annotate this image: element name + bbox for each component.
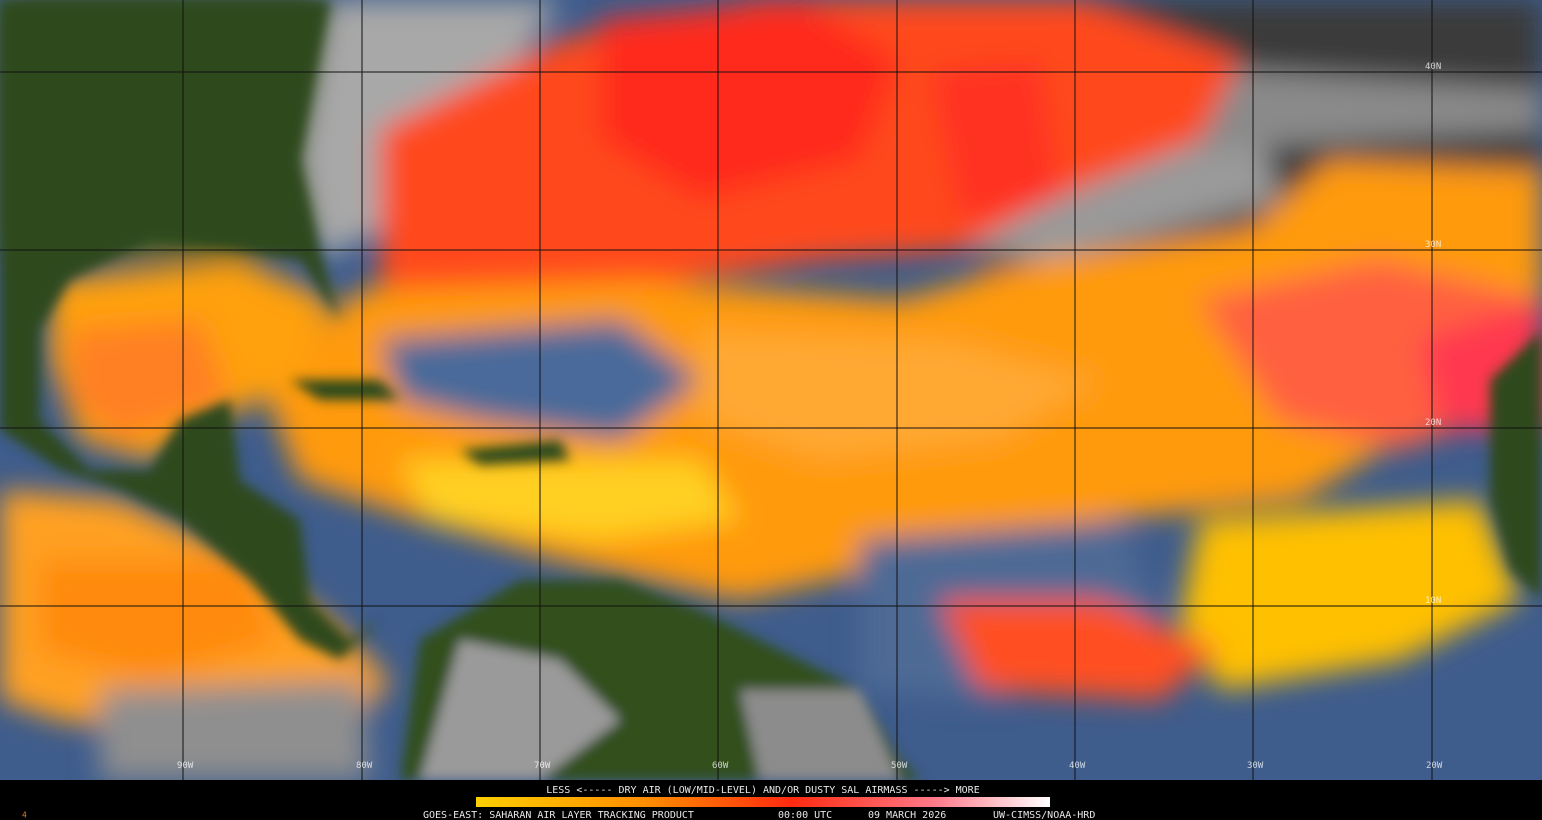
frame-number: 4 [22,811,27,820]
longitude-label: 70W [534,761,551,771]
date: 09 MARCH 2026 [868,810,946,820]
longitude-label: 60W [712,761,729,771]
latitude-label: 40N [1425,62,1441,72]
latitude-label: 30N [1425,240,1441,250]
land [0,0,1542,780]
legend-caption: LESS <----- DRY AIR (LOW/MID-LEVEL) AND/… [546,785,979,796]
legend-color-scale [476,797,1050,807]
longitude-label: 80W [356,761,373,771]
imagery [0,0,1542,780]
credit: UW-CIMSS/NOAA-HRD [993,810,1095,820]
longitude-label: 90W [177,761,194,771]
latitude-label: 20N [1425,418,1441,428]
graticule-labels: 40N 30N 20N 10N 90W 80W 70W 60W 50W 40W 30W 20W [177,62,1443,771]
longitude-label: 30W [1247,761,1264,771]
product-name: GOES-EAST: SAHARAN AIR LAYER TRACKING PR… [423,810,694,820]
longitude-label: 40W [1069,761,1086,771]
longitude-label: 50W [891,761,908,771]
graticule [0,0,1542,780]
latitude-label: 10N [1425,596,1441,606]
time: 00:00 UTC [778,810,832,820]
longitude-label: 20W [1426,761,1443,771]
